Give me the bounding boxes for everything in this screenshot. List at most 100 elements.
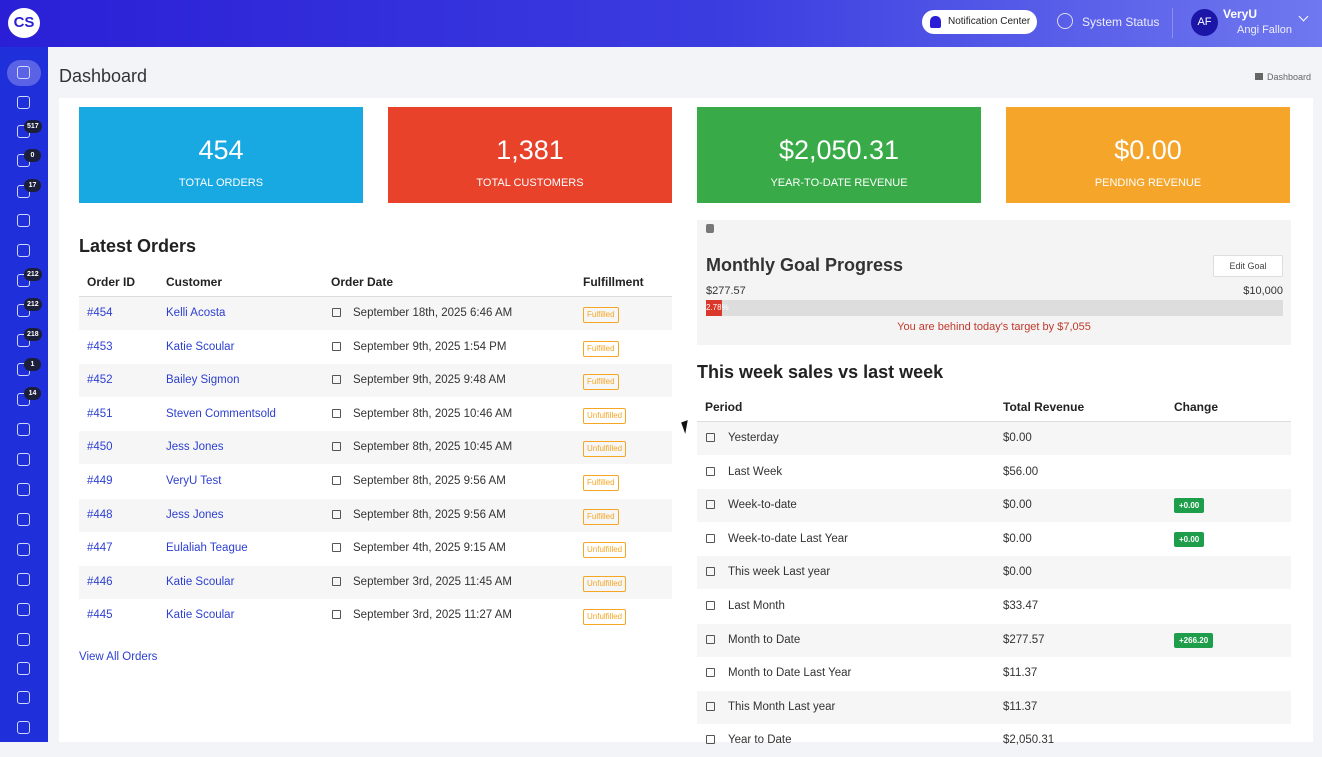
active-nav[interactable] xyxy=(7,60,41,86)
weekly-row: Last Month $33.47 xyxy=(697,590,1291,623)
header-rule xyxy=(79,296,672,297)
nav-icon[interactable] xyxy=(17,513,30,526)
lock-icon xyxy=(706,224,714,233)
nav-badge: 0 xyxy=(24,149,41,162)
sidebar: 517 0 17 212 212 218 1 14 xyxy=(0,47,48,742)
revenue: $277.57 xyxy=(1003,633,1045,646)
order-id[interactable]: #446 xyxy=(87,575,113,588)
nav-icon[interactable] xyxy=(17,691,30,704)
nav-icon[interactable] xyxy=(17,603,30,616)
order-date: September 8th, 2025 10:46 AM xyxy=(353,407,513,420)
order-row: #454 Kelli Acosta September 18th, 2025 6:4… xyxy=(79,297,672,330)
order-row: #449 VeryU Test September 8th, 2025 9:56 A… xyxy=(79,465,672,498)
change-badge: +0.00 xyxy=(1174,498,1205,514)
customer-name[interactable]: Kelli Acosta xyxy=(166,307,226,319)
breadcrumb-label: Dashboard xyxy=(1267,72,1312,82)
goal-target: $10,000 xyxy=(1243,285,1283,297)
order-id[interactable]: #445 xyxy=(87,609,113,622)
calendar-icon xyxy=(706,533,715,543)
order-id[interactable]: #454 xyxy=(87,307,113,319)
user-menu-caret[interactable] xyxy=(1298,11,1309,22)
nav-icon[interactable] xyxy=(17,244,30,257)
column-header: Change xyxy=(1174,400,1219,414)
period: Month to Date Last Year xyxy=(728,667,852,680)
order-id[interactable]: #453 xyxy=(87,340,113,353)
order-date: September 3rd, 2025 11:45 AM xyxy=(353,575,512,588)
order-id[interactable]: #450 xyxy=(87,441,113,454)
weekly-row: Yesterday $0.00 xyxy=(697,422,1291,455)
user-sub: Angi Fallon xyxy=(1237,24,1293,36)
calendar-icon xyxy=(332,308,341,317)
page-title: Dashboard xyxy=(59,66,148,86)
calendar-icon xyxy=(706,601,715,610)
nav-icon[interactable] xyxy=(17,66,30,79)
nav-icon[interactable] xyxy=(17,96,30,109)
column-header: Customer xyxy=(166,275,223,289)
order-date: September 8th, 2025 10:45 AM xyxy=(353,441,513,454)
avatar[interactable]: AF xyxy=(1191,9,1218,36)
fulfillment-badge: Fulfilled xyxy=(583,508,619,525)
customer-name[interactable]: VeryU Test xyxy=(166,475,222,487)
weekly-row: Last Week $56.00 xyxy=(697,456,1291,489)
weekly-row: Month to Date Last Year $11.37 xyxy=(697,657,1291,690)
progress-track: 2.78% xyxy=(706,300,1283,316)
orders-title: Latest Orders xyxy=(79,236,197,256)
calendar-icon xyxy=(332,408,341,418)
customer-name[interactable]: Steven Commentsold xyxy=(166,407,276,420)
breadcrumb[interactable]: Dashboard xyxy=(1255,72,1311,82)
edit-goal-button[interactable]: Edit Goal xyxy=(1213,255,1283,277)
nav-badge: 212 xyxy=(24,268,42,281)
stat-label: TOTAL ORDERS xyxy=(178,177,264,189)
nav-icon[interactable] xyxy=(17,543,30,556)
weekly-row: Year to Date $2,050.31 xyxy=(697,724,1291,757)
nav-icon[interactable] xyxy=(17,214,30,227)
fulfillment-badge: Unfulfilled xyxy=(583,575,627,592)
customer-name[interactable]: Katie Scoular xyxy=(166,609,235,622)
customer-name[interactable]: Katie Scoular xyxy=(166,340,235,353)
stat-card: 1,381 TOTAL CUSTOMERS xyxy=(388,107,672,203)
system-status[interactable]: System Status xyxy=(1082,15,1160,29)
calendar-icon xyxy=(332,341,341,351)
revenue: $56.00 xyxy=(1003,465,1039,478)
logo[interactable]: CS xyxy=(8,8,40,38)
column-header: Total Revenue xyxy=(1003,400,1085,414)
customer-name[interactable]: Katie Scoular xyxy=(166,575,235,588)
nav-icon[interactable] xyxy=(17,721,30,734)
calendar-icon xyxy=(332,375,341,385)
nav-icon[interactable] xyxy=(17,483,30,496)
calendar-icon xyxy=(706,500,715,510)
customer-name[interactable]: Jess Jones xyxy=(166,508,224,521)
fulfillment-badge: Unfulfilled xyxy=(583,407,627,424)
weekly-row: This week Last year $0.00 xyxy=(697,556,1291,590)
nav-icon[interactable] xyxy=(17,423,30,436)
fulfillment-badge: Unfulfilled xyxy=(583,542,627,559)
stat-value: $2,050.31 xyxy=(778,135,900,165)
order-id[interactable]: #448 xyxy=(87,508,113,521)
calendar-icon xyxy=(706,735,715,745)
user-name[interactable]: VeryU xyxy=(1223,7,1258,21)
order-row: #453 Katie Scoular September 9th, 2025 1:5… xyxy=(79,331,672,364)
order-id[interactable]: #452 xyxy=(87,374,113,387)
nav-icon[interactable] xyxy=(17,573,30,586)
notification-button[interactable]: Notification Center xyxy=(922,10,1037,34)
customer-name[interactable]: Bailey Sigmon xyxy=(166,374,240,387)
stat-card: $0.00 PENDING REVENUE xyxy=(1006,107,1290,203)
order-date: September 4th, 2025 9:15 AM xyxy=(353,542,506,555)
nav-icon[interactable] xyxy=(17,453,30,466)
order-row: #447 Eulaliah Teague September 4th, 2025 9… xyxy=(79,532,672,565)
nav-icon[interactable] xyxy=(17,662,30,675)
nav-icon[interactable] xyxy=(17,633,30,646)
order-id[interactable]: #449 xyxy=(87,475,113,487)
stat-card[interactable]: $2,050.31 YEAR-TO-DATE REVENUE xyxy=(697,107,981,203)
header-rule xyxy=(697,421,1291,422)
customer-name[interactable]: Eulaliah Teague xyxy=(166,542,248,555)
calendar-icon xyxy=(332,543,341,553)
weekly-row: Week-to-date Last Year $0.00 +0.00 xyxy=(697,523,1291,556)
customer-name[interactable]: Jess Jones xyxy=(166,441,224,454)
period: Last Week xyxy=(728,465,783,478)
view-all-orders[interactable]: View All Orders xyxy=(79,651,158,663)
bell-icon xyxy=(930,16,941,28)
order-date: September 8th, 2025 9:56 AM xyxy=(353,508,506,521)
order-id[interactable]: #451 xyxy=(87,407,113,420)
order-id[interactable]: #447 xyxy=(87,542,113,555)
